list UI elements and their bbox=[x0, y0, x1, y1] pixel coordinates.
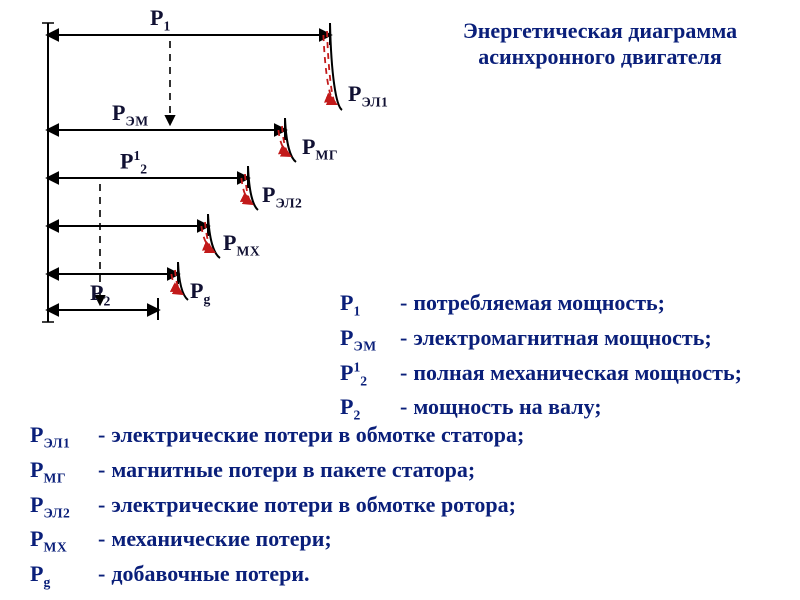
legend-desc: электрические потери в обмотке статора; bbox=[111, 420, 524, 450]
legend-dash: - bbox=[98, 524, 105, 554]
legend-symbol: PЭМ bbox=[340, 323, 394, 356]
legend-losses: PЭЛ1- электрические потери в обмотке ста… bbox=[30, 420, 524, 594]
legend-desc: полная механическая мощность; bbox=[413, 358, 742, 388]
legend-desc: потребляемая мощность; bbox=[413, 288, 665, 318]
legend-symbol: P12 bbox=[340, 358, 394, 391]
power-level-label: P2 bbox=[90, 280, 111, 309]
legend-desc: добавочные потери. bbox=[111, 559, 309, 589]
power-level-label: PЭМ bbox=[112, 100, 149, 129]
legend-symbol: PЭЛ2 bbox=[30, 490, 92, 523]
legend-row: PМХ- механические потери; bbox=[30, 524, 524, 557]
legend-symbol: P1 bbox=[340, 288, 394, 321]
legend-row: P12- полная механическая мощность; bbox=[340, 358, 742, 391]
legend-dash: - bbox=[400, 323, 407, 353]
legend-main-powers: P1- потребляемая мощность;PЭМ- электрома… bbox=[340, 288, 742, 427]
legend-symbol: PЭЛ1 bbox=[30, 420, 92, 453]
loss-label: PМГ bbox=[302, 134, 338, 163]
loss-label: PЭЛ2 bbox=[262, 182, 302, 211]
legend-row: PЭЛ2- электрические потери в обмотке рот… bbox=[30, 490, 524, 523]
loss-label: PЭЛ1 bbox=[348, 81, 388, 110]
power-level-label: P1 bbox=[150, 5, 171, 34]
legend-dash: - bbox=[98, 455, 105, 485]
loss-label: Pg bbox=[190, 278, 211, 307]
power-level-label: P12 bbox=[120, 148, 148, 178]
legend-dash: - bbox=[98, 490, 105, 520]
legend-row: P1- потребляемая мощность; bbox=[340, 288, 742, 321]
legend-dash: - bbox=[400, 392, 407, 422]
legend-dash: - bbox=[400, 288, 407, 318]
legend-symbol: PМХ bbox=[30, 524, 92, 557]
legend-symbol: Pg bbox=[30, 559, 92, 592]
loss-label: PМХ bbox=[223, 230, 260, 259]
legend-row: PЭМ- электромагнитная мощность; bbox=[340, 323, 742, 356]
legend-desc: электромагнитная мощность; bbox=[413, 323, 711, 353]
legend-desc: механические потери; bbox=[111, 524, 331, 554]
legend-row: Pg- добавочные потери. bbox=[30, 559, 524, 592]
legend-row: PМГ- магнитные потери в пакете статора; bbox=[30, 455, 524, 488]
legend-dash: - bbox=[98, 559, 105, 589]
legend-desc: магнитные потери в пакете статора; bbox=[111, 455, 475, 485]
legend-symbol: PМГ bbox=[30, 455, 92, 488]
legend-row: PЭЛ1- электрические потери в обмотке ста… bbox=[30, 420, 524, 453]
legend-desc: мощность на валу; bbox=[413, 392, 601, 422]
legend-desc: электрические потери в обмотке ротора; bbox=[111, 490, 516, 520]
legend-dash: - bbox=[400, 358, 407, 388]
legend-dash: - bbox=[98, 420, 105, 450]
